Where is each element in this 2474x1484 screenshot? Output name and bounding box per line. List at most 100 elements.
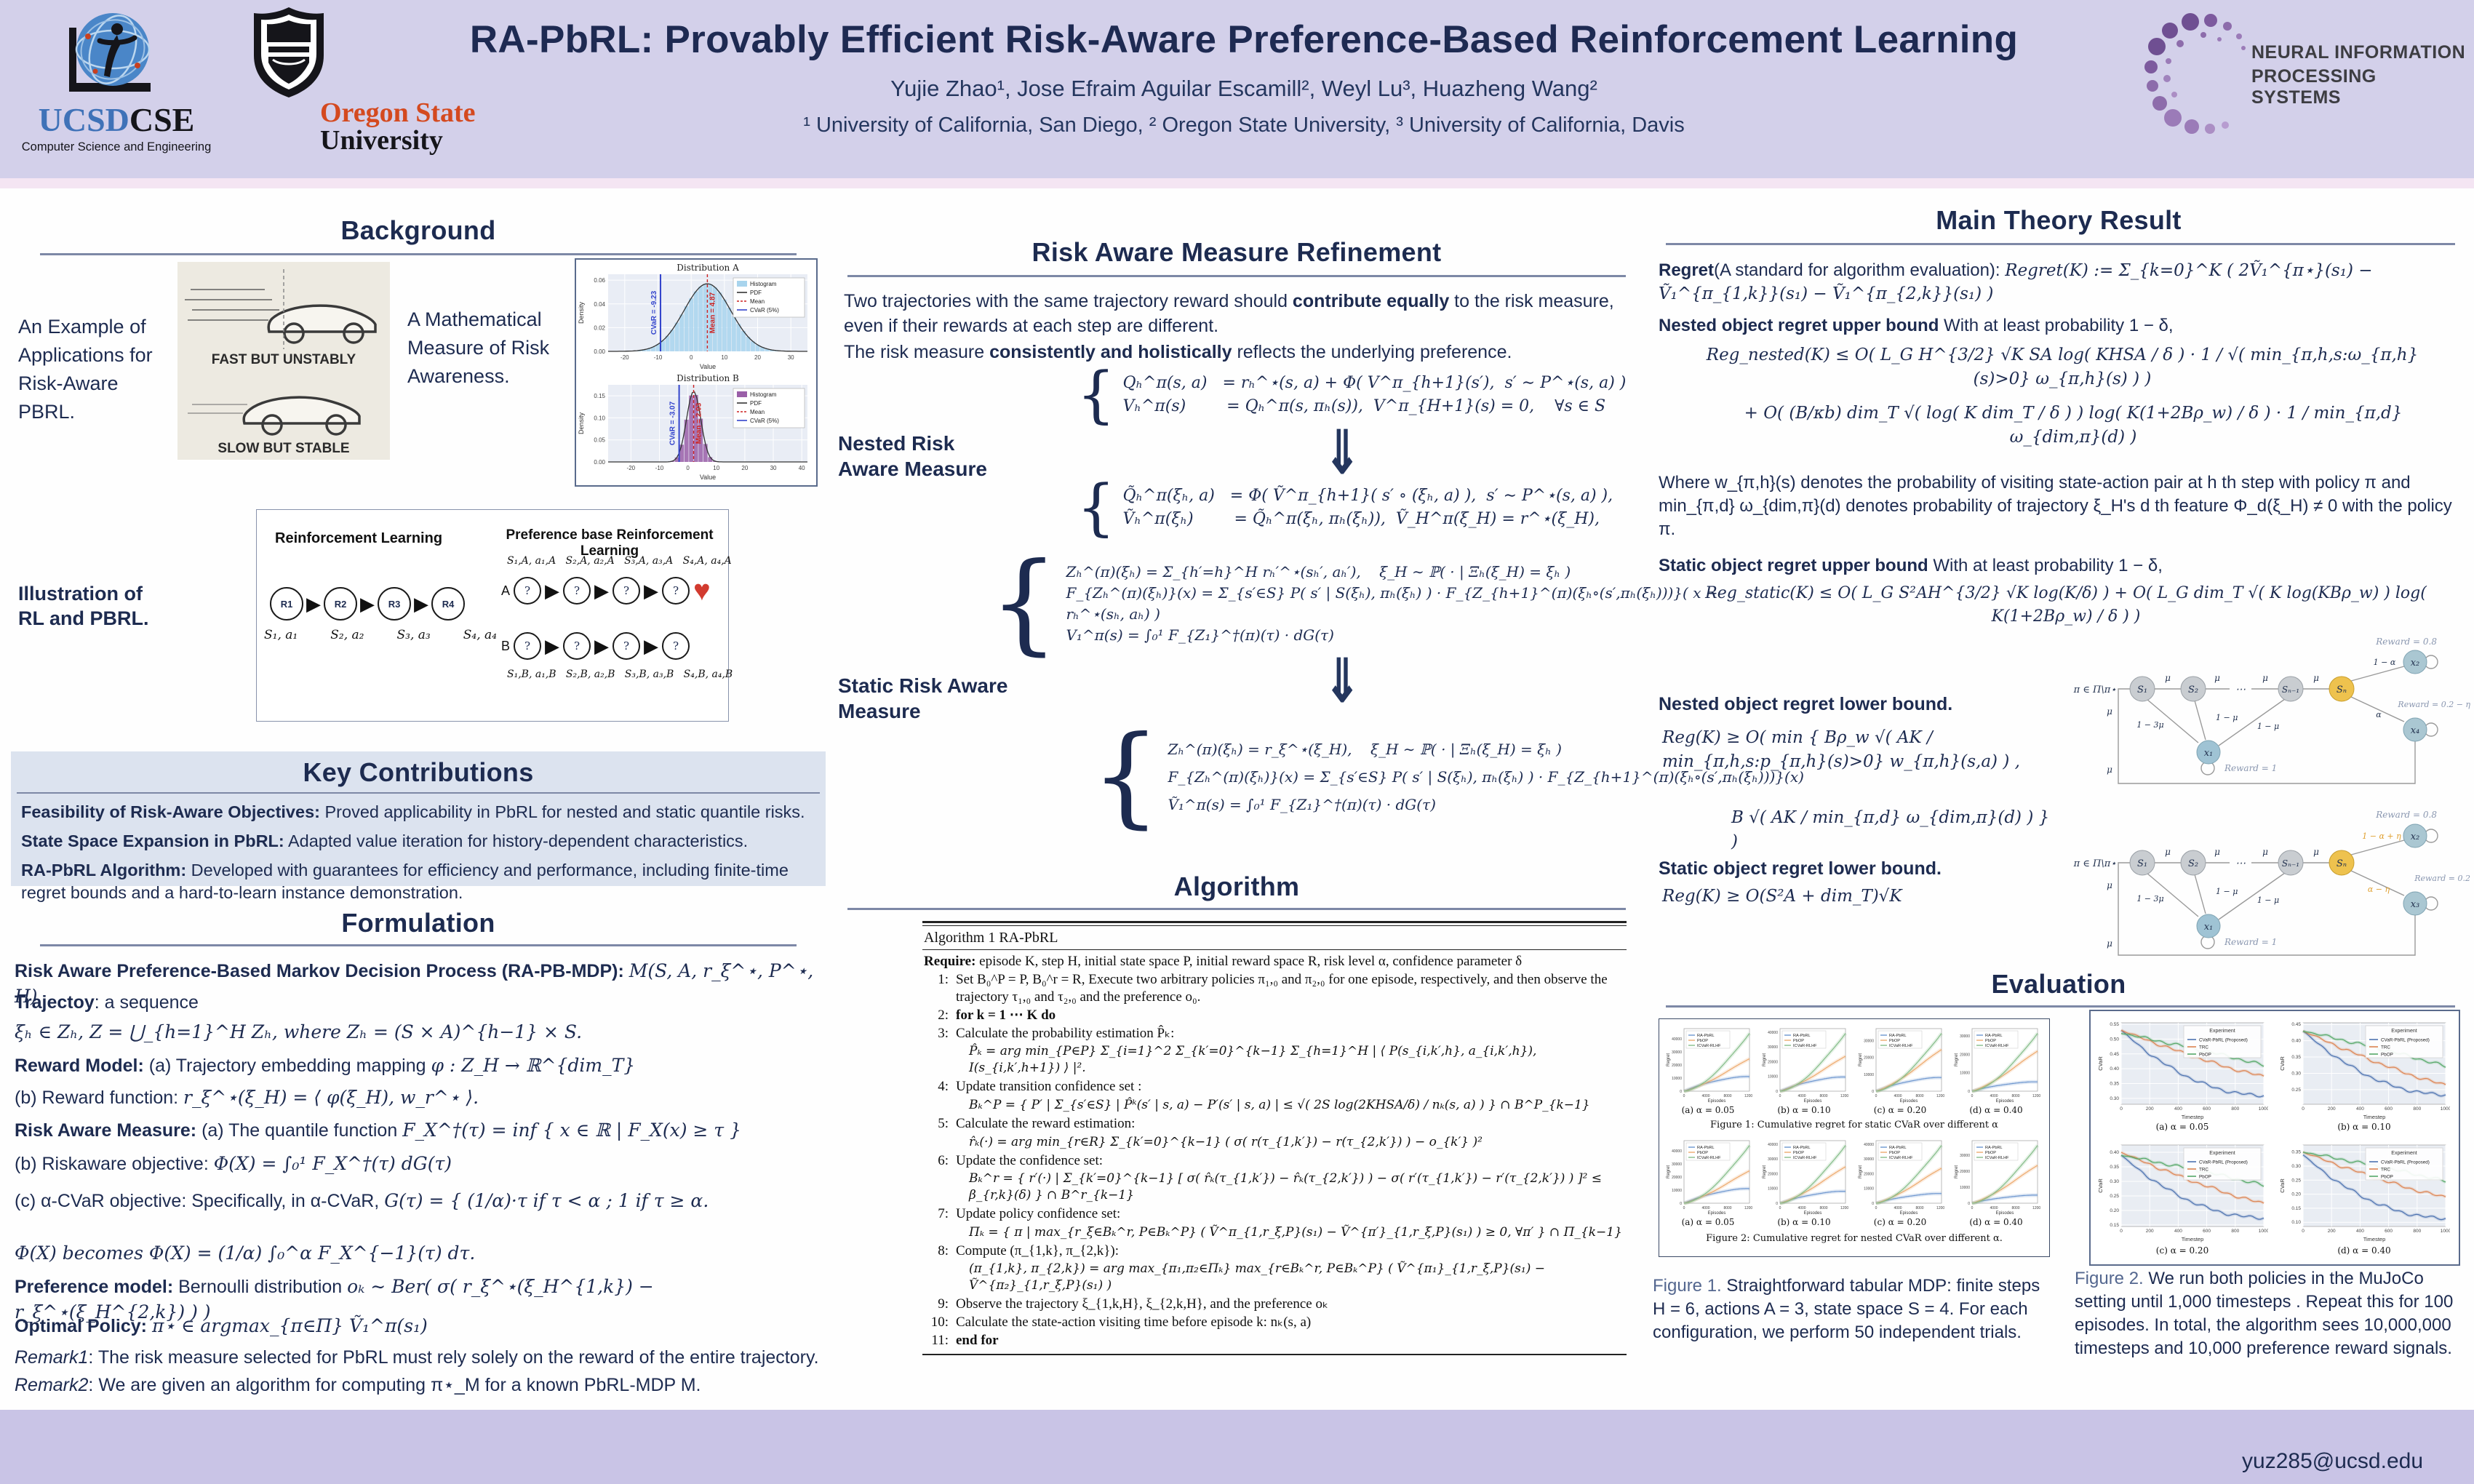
svg-text:Experiment: Experiment (2209, 1151, 2235, 1156)
car-top-label: FAST BUT UNSTABLY (212, 352, 356, 367)
static-upper-bound-label: Static object regret upper bound With at… (1659, 556, 2163, 575)
rl-sublabel: S₂, a₂ (330, 628, 364, 642)
svg-text:200: 200 (2328, 1106, 2336, 1112)
svg-text:0.15: 0.15 (2291, 1206, 2301, 1211)
eq-line: F_{Zₕ^(π)(ξₕ)}(x) = Σ_{s′∈S} P( s′ | S(ξ… (1066, 583, 1723, 623)
neurips-swirl-icon (2144, 13, 2246, 134)
svg-text:0.25: 0.25 (2291, 1178, 2301, 1183)
svg-text:8000: 8000 (2011, 1206, 2019, 1210)
svg-text:RA-PbRL: RA-PbRL (1697, 1034, 1715, 1038)
brace-glyph: { (1077, 471, 1116, 543)
svg-text:0: 0 (1968, 1090, 1970, 1094)
formulation-line: Φ(X) becomes Φ(X) = (1/α) ∫₀^α F_X^{−1}(… (15, 1241, 826, 1266)
f-text: (a) Trajectory embedding mapping (148, 1056, 431, 1076)
f-text: : We are given an algorithm for computin… (88, 1375, 701, 1395)
evaluation-heading: Evaluation (1991, 969, 2126, 999)
arrow-right-icon: ▶ (545, 580, 560, 602)
svg-text:-10: -10 (654, 354, 663, 361)
svg-text:Reward = 1: Reward = 1 (2224, 937, 2277, 947)
svg-text:Mean = 4.87: Mean = 4.87 (709, 292, 717, 333)
mujoco-subcaption: (b) α = 0.10 (2337, 1122, 2391, 1132)
svg-text:10000: 10000 (1672, 1189, 1682, 1193)
algorithm-box: Algorithm 1 RA-PbRL Require: episode K, … (922, 921, 1627, 1378)
svg-text:x₄: x₄ (2411, 725, 2420, 736)
algo-eq: (π_{1,k}, π_{2,k}) = arg max_{π₁,π₂∈Πₖ} … (969, 1261, 1545, 1293)
svg-text:0: 0 (1779, 1206, 1781, 1210)
osu-wordmark: Oregon State University (320, 99, 502, 156)
heart-icon: ♥ (693, 575, 711, 607)
svg-text:Episodes: Episodes (1708, 1211, 1726, 1216)
svg-text:30000: 30000 (1672, 1162, 1682, 1167)
svg-text:Sₙ₋₁: Sₙ₋₁ (2282, 685, 2299, 695)
algorithm-box-title: Algorithm 1 RA-PbRL (924, 930, 1058, 946)
figure2-caption: Figure 2. We run both policies in the Mu… (2075, 1269, 2454, 1359)
static-upper-bound-eq: Reg_static(K) ≤ O( L_G S²AH^{3/2} √K log… (1705, 584, 2432, 626)
mujoco-chart-c: 0.15 0.20 0.25 0.30 0.35 0.40 0 200 400 600 800 100… (2097, 1144, 2268, 1242)
down-arrow-1: ⇓ (1324, 420, 1361, 486)
svg-text:1 − μ: 1 − μ (2216, 713, 2238, 722)
osu-line1: Oregon State (320, 97, 476, 128)
svg-text:0.00: 0.00 (594, 459, 605, 466)
svg-text:1 − 3μ: 1 − 3μ (2136, 894, 2163, 903)
eq-line: Qₕ^π(s, a) = rₕ^⋆(s, a) + Φ( V^π_{h+1}(s… (1122, 373, 1627, 392)
algo-step: 9: Observe the trajectory ξ_{1,k,H}, ξ_{2… (938, 1296, 1329, 1312)
svg-text:Regret: Regret (1955, 1165, 1959, 1178)
rl-node: R2 (324, 587, 357, 621)
svg-text:0.05: 0.05 (594, 437, 605, 444)
svg-text:40: 40 (799, 465, 805, 471)
svg-text:10000: 10000 (1960, 1072, 1970, 1076)
where-text: Where w_{π,h}(s) denotes the probability… (1659, 473, 2452, 540)
svg-text:20: 20 (754, 354, 761, 361)
key-contributions-box: Key Contributions Feasibility of Risk-Aw… (11, 751, 826, 902)
svg-text:μ: μ (2262, 673, 2268, 683)
svg-text:0: 0 (1872, 1090, 1874, 1094)
svg-text:Histogram: Histogram (750, 281, 777, 287)
svg-text:μ: μ (2313, 847, 2319, 857)
svg-text:30000: 30000 (1768, 1045, 1778, 1050)
svg-text:Distribution B: Distribution B (677, 373, 739, 383)
down-arrow-2: ⇓ (1324, 648, 1361, 714)
svg-text:40000: 40000 (1672, 1149, 1682, 1154)
formulation-line: Reward Model: (a) Trajectory embedding m… (15, 1053, 826, 1079)
svg-text:PbOP: PbOP (1889, 1039, 1900, 1043)
svg-text:30000: 30000 (1768, 1157, 1778, 1162)
rl-node: R3 (378, 587, 411, 621)
fig2-chart-b: 0 10000 20000 30000 40000 0 4000 8000 12000 RA-Pb… (1763, 1140, 1848, 1216)
algorithm-heading: Algorithm (1173, 871, 1300, 901)
row-b-label: B (501, 638, 511, 653)
fig1-subcaption: (a) α = 0.05 (1681, 1105, 1735, 1115)
key-contributions-heading: Key Contributions (303, 757, 534, 787)
fig1-chart-d: 0 10000 20000 30000 0 4000 8000 12000 RA-PbRLPbO… (1955, 1028, 2040, 1104)
svg-text:20000: 20000 (1864, 1172, 1874, 1176)
pbrl-node: ? (514, 577, 542, 605)
svg-text:ICVaR-RLHF: ICVaR-RLHF (1985, 1156, 2009, 1160)
svg-text:30000: 30000 (1864, 1157, 1874, 1162)
svg-text:30: 30 (788, 354, 794, 361)
svg-text:1000: 1000 (2441, 1106, 2450, 1112)
svg-text:8000: 8000 (1819, 1094, 1827, 1098)
f-bold: Risk Aware Preference-Based Markov Decis… (15, 961, 629, 981)
svg-text:30000: 30000 (1960, 1034, 1970, 1039)
algo-eq: Bₖ^P = { P′ | Σ_{s′∈S} | P̂ᵏ(s′ | s, a) … (969, 1098, 1590, 1112)
svg-text:ICVaR-RLHF: ICVaR-RLHF (1889, 1044, 1913, 1048)
svg-text:⋯: ⋯ (2235, 684, 2246, 695)
svg-text:0.35: 0.35 (2110, 1081, 2119, 1086)
svg-text:S₁: S₁ (2137, 858, 2147, 869)
svg-text:8000: 8000 (1915, 1094, 1923, 1098)
arrow-right-icon: ▶ (644, 635, 659, 657)
algo-step: 7: Update policy confidence set: (938, 1206, 1121, 1222)
svg-text:Regret: Regret (1955, 1053, 1959, 1066)
svg-text:4000: 4000 (1701, 1094, 1709, 1098)
require-text: episode K, step H, initial state space P… (975, 954, 1523, 969)
svg-text:800: 800 (2231, 1229, 2239, 1234)
svg-text:20000: 20000 (1672, 1176, 1682, 1180)
svg-text:-20: -20 (621, 354, 629, 361)
fig1-chart-c: 0 10000 20000 30000 0 4000 8000 12000 RA-PbRLPbO… (1859, 1028, 1944, 1104)
svg-text:μ: μ (2107, 938, 2112, 949)
f-math: r_ξ^⋆(ξ_H) = ⟨ φ(ξ_H), w_r^⋆ ⟩. (183, 1087, 479, 1108)
svg-text:1 − μ: 1 − μ (2216, 887, 2238, 896)
car-bottom-label: SLOW BUT STABLE (218, 441, 349, 456)
poster-authors: Yujie Zhao¹, Jose Efraim Aguilar Escamil… (890, 76, 1597, 101)
svg-text:0.50: 0.50 (2110, 1037, 2119, 1042)
svg-text:RA-PbRL: RA-PbRL (1889, 1146, 1907, 1150)
